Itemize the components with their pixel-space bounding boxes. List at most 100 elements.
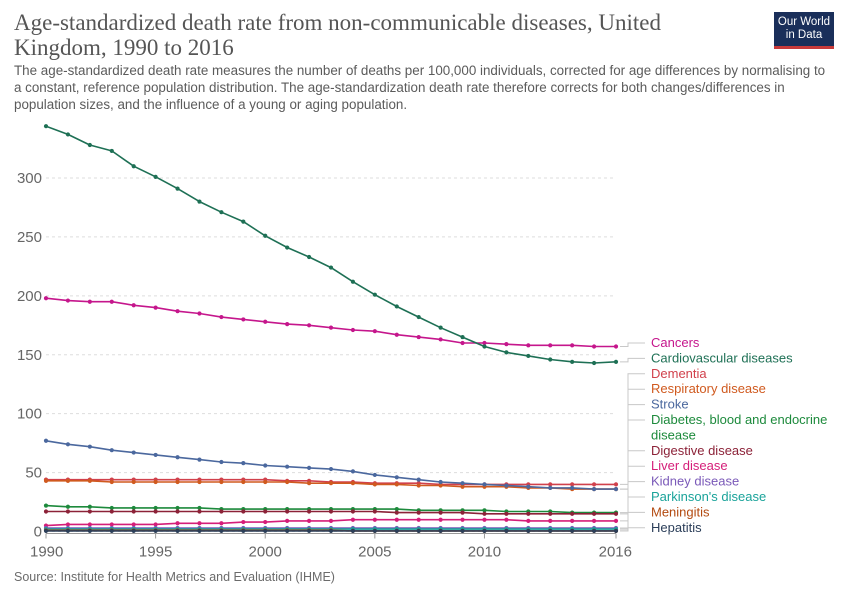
data-point-respiratory-disease[interactable] [87, 478, 92, 483]
data-point-hepatitis[interactable] [548, 528, 553, 534]
data-point-diabetes-blood-and-endocrine-disease[interactable] [131, 505, 136, 511]
data-point-hepatitis[interactable] [372, 528, 377, 534]
data-point-diabetes-blood-and-endocrine-disease[interactable] [197, 505, 202, 511]
data-point-cardiovascular-diseases[interactable] [241, 219, 246, 224]
data-point-liver-disease[interactable] [153, 522, 158, 527]
data-point-stroke[interactable] [438, 479, 443, 485]
data-point-digestive-disease[interactable] [438, 510, 443, 515]
data-point-cardiovascular-diseases[interactable] [548, 357, 553, 362]
data-point-cardiovascular-diseases[interactable] [416, 314, 421, 320]
data-point-stroke[interactable] [241, 461, 246, 466]
data-point-digestive-disease[interactable] [285, 509, 290, 514]
data-point-cardiovascular-diseases[interactable] [109, 148, 114, 154]
data-point-stroke[interactable] [548, 485, 553, 491]
data-point-respiratory-disease[interactable] [372, 482, 377, 487]
data-point-digestive-disease[interactable] [328, 509, 334, 514]
data-point-respiratory-disease[interactable] [438, 483, 443, 488]
data-point-liver-disease[interactable] [263, 519, 268, 525]
data-point-liver-disease[interactable] [197, 521, 202, 526]
data-point-cardiovascular-diseases[interactable] [306, 254, 312, 260]
data-point-hepatitis[interactable] [197, 528, 202, 534]
data-point-liver-disease[interactable] [416, 517, 421, 522]
data-point-stroke[interactable] [613, 486, 619, 492]
data-point-hepatitis[interactable] [263, 528, 268, 534]
data-point-respiratory-disease[interactable] [65, 478, 71, 483]
data-point-cancers[interactable] [350, 327, 356, 333]
data-point-cancers[interactable] [438, 337, 443, 342]
data-point-liver-disease[interactable] [438, 517, 443, 522]
data-point-cancers[interactable] [285, 322, 290, 327]
data-point-hepatitis[interactable] [175, 528, 180, 534]
data-point-respiratory-disease[interactable] [328, 481, 334, 486]
data-point-liver-disease[interactable] [131, 522, 136, 527]
data-point-stroke[interactable] [175, 455, 180, 460]
our-world-in-data-logo[interactable]: Our World in Data [774, 12, 834, 49]
data-point-cancers[interactable] [175, 309, 180, 314]
data-point-hepatitis[interactable] [460, 528, 465, 534]
data-point-cardiovascular-diseases[interactable] [438, 325, 443, 330]
data-point-digestive-disease[interactable] [504, 511, 509, 516]
data-point-cardiovascular-diseases[interactable] [87, 142, 92, 148]
legend-label-respiratory-disease[interactable]: Respiratory disease [651, 381, 766, 396]
data-point-respiratory-disease[interactable] [460, 484, 465, 489]
data-point-cardiovascular-diseases[interactable] [504, 350, 509, 355]
data-point-cardiovascular-diseases[interactable] [482, 344, 487, 349]
data-point-diabetes-blood-and-endocrine-disease[interactable] [65, 504, 71, 509]
data-point-liver-disease[interactable] [241, 519, 246, 525]
data-point-liver-disease[interactable] [350, 517, 356, 522]
data-point-respiratory-disease[interactable] [241, 479, 246, 485]
data-point-hepatitis[interactable] [350, 528, 356, 534]
legend-label-liver-disease[interactable]: Liver disease [651, 458, 728, 473]
data-point-stroke[interactable] [197, 457, 202, 462]
data-point-hepatitis[interactable] [591, 528, 597, 534]
data-point-stroke[interactable] [350, 469, 356, 474]
data-point-cardiovascular-diseases[interactable] [175, 186, 180, 191]
data-point-cardiovascular-diseases[interactable] [263, 233, 268, 238]
data-point-respiratory-disease[interactable] [306, 481, 312, 486]
legend-label-dementia[interactable]: Dementia [651, 366, 707, 381]
data-point-liver-disease[interactable] [87, 522, 92, 527]
data-point-cancers[interactable] [328, 325, 334, 330]
data-point-respiratory-disease[interactable] [197, 479, 202, 485]
data-point-diabetes-blood-and-endocrine-disease[interactable] [394, 507, 399, 512]
data-point-stroke[interactable] [43, 438, 49, 443]
data-point-digestive-disease[interactable] [570, 511, 575, 516]
data-point-cancers[interactable] [613, 344, 619, 349]
data-point-cancers[interactable] [570, 343, 575, 348]
data-point-respiratory-disease[interactable] [416, 483, 421, 488]
data-point-hepatitis[interactable] [482, 528, 487, 534]
data-point-cancers[interactable] [219, 314, 224, 320]
data-point-stroke[interactable] [460, 481, 465, 486]
series-line-cancers[interactable] [45, 297, 616, 348]
data-point-hepatitis[interactable] [131, 528, 136, 534]
data-point-stroke[interactable] [328, 466, 334, 472]
data-point-stroke[interactable] [526, 484, 531, 489]
data-point-stroke[interactable] [482, 482, 487, 487]
legend-label-meningitis[interactable]: Meningitis [651, 504, 710, 519]
data-point-cardiovascular-diseases[interactable] [219, 210, 224, 215]
data-point-cancers[interactable] [87, 299, 92, 304]
data-point-stroke[interactable] [65, 442, 71, 447]
data-point-cardiovascular-diseases[interactable] [197, 199, 202, 204]
data-point-dementia[interactable] [591, 482, 597, 487]
data-point-cancers[interactable] [372, 329, 377, 334]
data-point-cardiovascular-diseases[interactable] [613, 359, 619, 364]
data-point-stroke[interactable] [109, 448, 114, 453]
data-point-liver-disease[interactable] [613, 518, 619, 523]
legend-label-cancers[interactable]: Cancers [651, 335, 700, 350]
data-point-liver-disease[interactable] [394, 517, 399, 522]
data-point-stroke[interactable] [306, 465, 312, 470]
legend-label-parkinson-s-disease[interactable]: Parkinson's disease [651, 489, 766, 504]
legend-label-cardiovascular-diseases[interactable]: Cardiovascular diseases [651, 350, 793, 365]
data-point-liver-disease[interactable] [109, 522, 114, 527]
data-point-cardiovascular-diseases[interactable] [372, 292, 377, 297]
data-point-hepatitis[interactable] [438, 528, 443, 534]
data-point-stroke[interactable] [394, 475, 399, 480]
data-point-cardiovascular-diseases[interactable] [350, 279, 356, 284]
data-point-stroke[interactable] [153, 452, 158, 458]
data-point-liver-disease[interactable] [285, 518, 290, 523]
data-point-cancers[interactable] [43, 296, 49, 301]
data-point-cancers[interactable] [504, 342, 509, 347]
data-point-liver-disease[interactable] [548, 518, 553, 523]
data-point-respiratory-disease[interactable] [153, 479, 158, 485]
